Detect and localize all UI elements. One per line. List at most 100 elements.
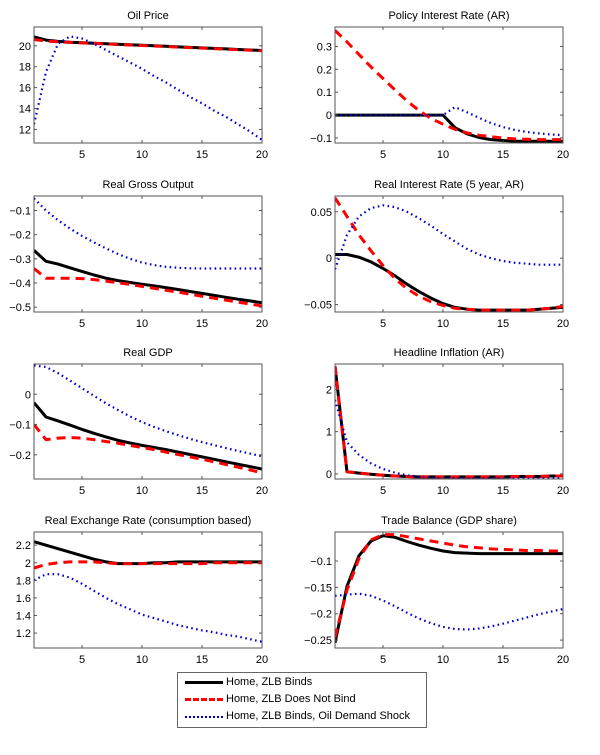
axes-frame [334,363,564,480]
series-line-zlb-binds [34,401,262,471]
x-tick-label: 10 [136,654,148,666]
panel-title: Real Gross Output [102,179,193,191]
legend-swatch-solid [185,681,223,684]
x-tick-label: 10 [437,318,449,330]
y-tick-label: 0 [25,389,31,401]
panel-7: Real Exchange Rate (consumption based) 5 1… [16,515,268,666]
panel-5: Real GDP 5 10 15 20 −0.2 −0.1 0 [9,347,268,497]
y-tick-label: −0.25 [304,635,332,647]
panel-2: Policy Interest Rate (AR) 5 10 15 20 −0.1 0 0.1… [310,10,569,161]
y-tick-label: −0.1 [310,556,332,568]
x-tick-label: 10 [136,149,148,161]
y-tick-label: 0.1 [317,87,332,99]
series-line-oil-demand-shock [335,399,563,479]
y-tick-label: −0.15 [304,582,332,594]
series-line-zlb-does-not-bind [34,423,262,475]
y-tick-label: 0 [326,110,332,122]
x-tick-label: 5 [79,485,85,497]
axes-frame [33,195,263,313]
x-tick-label: 15 [196,318,208,330]
x-tick-label: 5 [380,318,386,330]
axes-frame [33,26,263,144]
series-line-oil-demand-shock [335,105,563,137]
y-tick-label: −0.05 [304,300,332,312]
y-tick-label: 0.2 [317,64,332,76]
axes-frame [33,363,263,480]
y-tick-label: −0.5 [9,302,31,314]
x-tick-label: 10 [437,149,449,161]
series-line-zlb-does-not-bind [335,533,563,638]
series-line-zlb-does-not-bind [34,267,262,308]
panel-6: Headline Inflation (AR) 5 10 15 20 0 1 2 [326,347,569,497]
x-tick-label: 20 [256,318,268,330]
series-line-zlb-binds [34,540,262,566]
y-tick-label: 1.4 [16,610,31,622]
y-tick-label: −0.2 [9,230,31,242]
series-line-zlb-binds [335,113,563,143]
y-tick-label: −0.2 [310,609,332,621]
series-line-zlb-does-not-bind [335,29,563,142]
x-tick-label: 20 [256,149,268,161]
y-tick-label: 1.2 [16,628,31,640]
y-tick-label: −0.3 [9,254,31,266]
x-tick-label: 5 [79,654,85,666]
series-line-zlb-does-not-bind [335,365,563,479]
legend-label: Home, ZLB Binds, Oil Demand Shock [226,710,411,722]
x-tick-label: 15 [497,318,509,330]
legend-swatch-dashed [185,698,223,701]
y-tick-label: 0.3 [317,41,332,53]
y-tick-label: −0.4 [9,278,31,290]
y-tick-label: 20 [19,41,31,53]
panel-title: Policy Interest Rate (AR) [388,10,509,22]
y-tick-label: 2.2 [16,540,31,552]
panel-title: Headline Inflation (AR) [394,347,505,359]
x-tick-label: 5 [380,485,386,497]
panel-title: Oil Price [127,10,169,22]
legend: Home, ZLB Binds Home, ZLB Does Not Bind … [177,672,427,728]
y-tick-label: −0.2 [9,450,31,462]
panel-3: Real Gross Output 5 10 15 20 −0.5 −0.4 −0.3 −0.2… [9,179,268,330]
x-tick-label: 5 [380,654,386,666]
series-line-zlb-binds [34,249,262,305]
x-tick-label: 5 [79,149,85,161]
x-tick-label: 20 [256,485,268,497]
panel-title: Trade Balance (GDP share) [381,515,517,527]
y-tick-label: −0.1 [9,420,31,432]
y-tick-label: 2 [326,384,332,396]
y-tick-label: −0.1 [9,206,31,218]
panel-title: Real Interest Rate (5 year, AR) [374,179,524,191]
series-line-oil-demand-shock [34,35,262,141]
series-line-oil-demand-shock [335,592,563,631]
x-tick-label: 15 [497,485,509,497]
panel-4: Real Interest Rate (5 year, AR) 5 10 15 20 −0… [304,179,569,330]
legend-label: Home, ZLB Binds [226,676,313,688]
panel-title: Real Exchange Rate (consumption based) [45,515,252,527]
series-line-zlb-binds [335,253,563,312]
panel-8: Trade Balance (GDP share) 5 10 15 20 −0.25 −0.… [304,515,569,666]
y-tick-label: 1.8 [16,575,31,587]
series-line-zlb-binds [335,365,563,479]
x-tick-label: 20 [557,149,569,161]
y-tick-label: −0.1 [310,133,332,145]
series-line-zlb-does-not-bind [34,560,262,570]
y-tick-label: 0.05 [311,207,332,219]
series-line-oil-demand-shock [34,573,262,643]
series-line-zlb-binds [335,534,563,644]
y-tick-label: 12 [19,124,31,136]
x-tick-label: 5 [380,149,386,161]
x-tick-label: 20 [557,318,569,330]
x-tick-label: 15 [497,149,509,161]
y-tick-label: 18 [19,62,31,74]
series-line-oil-demand-shock [34,364,262,458]
y-tick-label: 0 [326,253,332,265]
x-tick-label: 10 [437,654,449,666]
x-tick-label: 10 [136,485,148,497]
x-tick-label: 15 [196,654,208,666]
series-line-oil-demand-shock [335,204,563,270]
x-tick-label: 5 [79,318,85,330]
y-tick-label: 2 [25,558,31,570]
x-tick-label: 15 [497,654,509,666]
x-tick-label: 15 [196,485,208,497]
x-tick-label: 10 [437,485,449,497]
